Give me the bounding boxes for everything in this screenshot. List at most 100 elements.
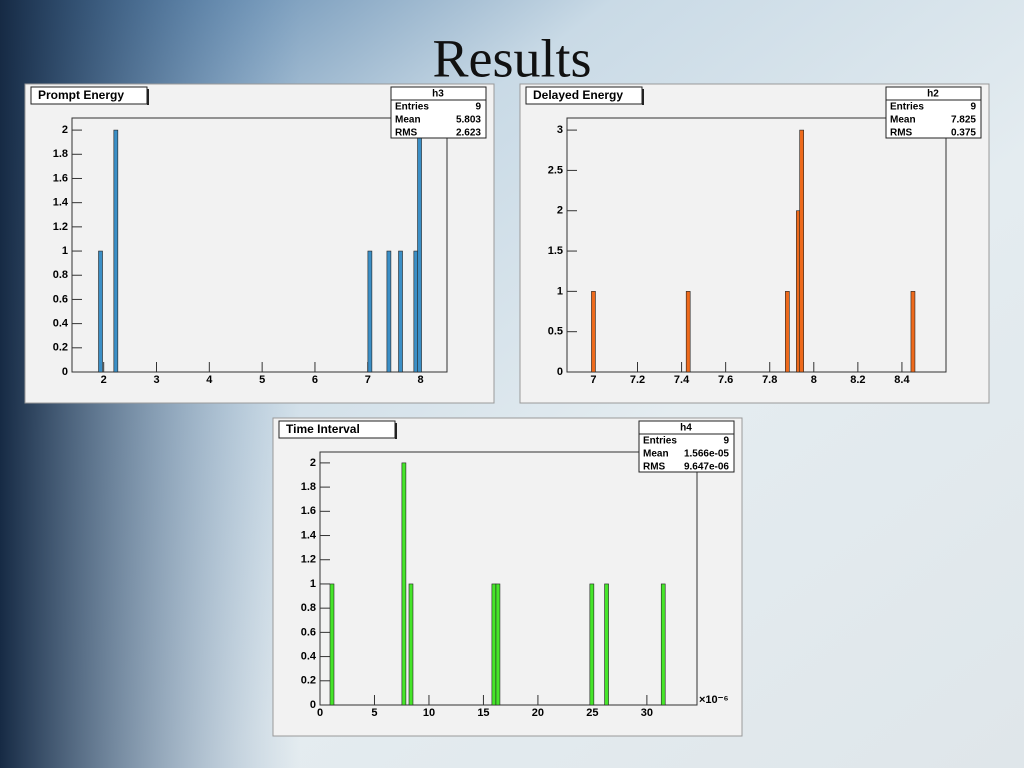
y-tick-label: 0.8	[53, 269, 68, 281]
x-tick-label: 8	[418, 374, 424, 386]
x-tick-label: 4	[206, 374, 213, 386]
stats-value: 1.566e-05	[684, 449, 729, 460]
stats-value: 0.375	[951, 128, 976, 139]
x-tick-label: 5	[259, 374, 265, 386]
x-multiplier: ×10⁻⁶	[699, 694, 729, 706]
y-tick-label: 1.6	[53, 172, 68, 184]
x-tick-label: 7.4	[674, 374, 690, 386]
y-tick-label: 2.5	[548, 164, 563, 176]
y-tick-label: 1.4	[301, 529, 317, 541]
stats-value: 9	[970, 102, 976, 113]
bar	[799, 129, 804, 373]
stats-value: 7.825	[951, 115, 976, 126]
stats-label: RMS	[890, 128, 913, 139]
y-tick-label: 0.8	[301, 602, 316, 614]
chart-title: Delayed Energy	[533, 88, 623, 102]
plot-frame	[71, 117, 448, 373]
x-tick-label: 6	[312, 374, 318, 386]
x-tick-label: 25	[586, 707, 598, 719]
y-tick-label: 1	[557, 285, 563, 297]
stats-value: 9	[723, 436, 729, 447]
stats-label: Entries	[890, 102, 924, 113]
stats-name: h2	[927, 89, 939, 100]
y-tick-label: 0.2	[301, 675, 316, 687]
chart-title: Time Interval	[286, 422, 360, 436]
y-tick-label: 3	[557, 124, 563, 136]
x-tick-label: 2	[101, 374, 107, 386]
x-tick-label: 7	[590, 374, 596, 386]
y-tick-label: 2	[557, 205, 563, 217]
x-tick-label: 7.8	[762, 374, 777, 386]
chart-title: Prompt Energy	[38, 88, 124, 102]
x-tick-label: 20	[532, 707, 544, 719]
y-tick-label: 1.8	[301, 481, 316, 493]
stats-name: h3	[432, 89, 444, 100]
stats-value: 5.803	[456, 115, 481, 126]
y-tick-label: 0.5	[548, 326, 563, 338]
bar	[495, 583, 501, 706]
y-tick-label: 0.4	[301, 650, 317, 662]
bar	[408, 583, 414, 706]
bar	[401, 462, 407, 706]
stats-label: RMS	[395, 128, 418, 139]
y-tick-label: 0.6	[301, 626, 316, 638]
bar	[660, 583, 666, 706]
y-tick-label: 0.2	[53, 342, 68, 354]
y-tick-label: 2	[62, 124, 68, 136]
x-tick-label: 30	[641, 707, 653, 719]
x-tick-label: 8.4	[894, 374, 910, 386]
bar	[589, 583, 595, 706]
x-tick-label: 8	[811, 374, 817, 386]
bar	[98, 250, 103, 373]
x-tick-label: 8.2	[850, 374, 865, 386]
stats-name: h4	[680, 423, 692, 434]
bar	[591, 291, 596, 373]
bar	[113, 129, 119, 373]
x-tick-label: 15	[477, 707, 489, 719]
stats-box	[638, 420, 735, 473]
x-tick-label: 5	[371, 707, 377, 719]
bar	[491, 583, 497, 706]
bar	[367, 250, 373, 373]
bar	[604, 583, 609, 706]
bar	[785, 291, 790, 373]
bar	[910, 291, 916, 373]
y-tick-label: 1.8	[53, 148, 68, 160]
bar	[329, 583, 335, 706]
x-tick-label: 7.6	[718, 374, 733, 386]
bar	[386, 250, 392, 373]
y-tick-label: 1.2	[53, 221, 68, 233]
stats-box	[885, 86, 982, 139]
y-tick-label: 1	[310, 578, 316, 590]
x-tick-label: 3	[153, 374, 159, 386]
stats-label: RMS	[643, 462, 666, 473]
y-tick-label: 0.4	[53, 318, 69, 330]
y-tick-label: 0	[62, 366, 68, 378]
y-tick-label: 0	[310, 699, 316, 711]
y-tick-label: 0.6	[53, 293, 68, 305]
y-tick-label: 1.2	[301, 554, 316, 566]
y-tick-label: 1	[62, 245, 68, 257]
stats-label: Mean	[395, 115, 421, 126]
stats-value: 2.623	[456, 128, 481, 139]
y-tick-label: 1.6	[301, 505, 316, 517]
y-tick-label: 2	[310, 457, 316, 469]
bar	[398, 250, 403, 373]
slide-title: Results	[432, 28, 591, 88]
bar	[685, 291, 691, 373]
y-tick-label: 0	[557, 366, 563, 378]
stats-box	[390, 86, 487, 139]
y-tick-label: 1.4	[53, 197, 69, 209]
stats-label: Mean	[643, 449, 669, 460]
stats-value: 9.647e-06	[684, 462, 729, 473]
x-tick-label: 10	[423, 707, 435, 719]
stats-label: Mean	[890, 115, 916, 126]
bar	[417, 129, 422, 373]
x-tick-label: 7	[365, 374, 371, 386]
y-tick-label: 1.5	[548, 245, 563, 257]
stats-label: Entries	[643, 436, 677, 447]
stats-value: 9	[475, 102, 481, 113]
plot-frame	[319, 451, 698, 706]
